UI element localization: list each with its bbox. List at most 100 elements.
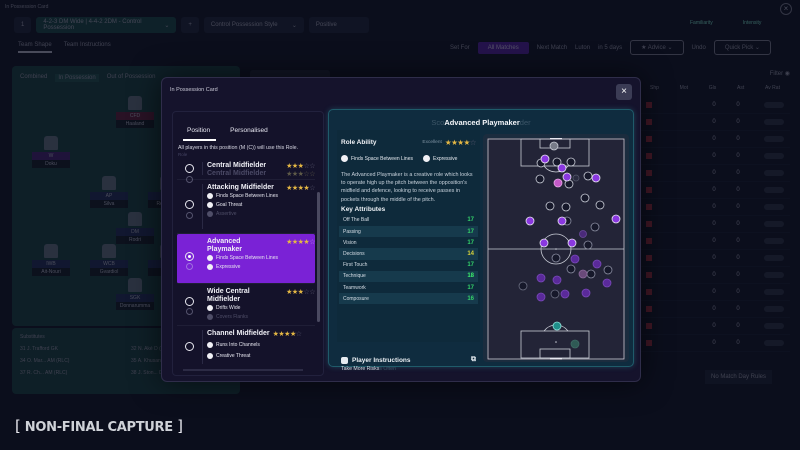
radio-button[interactable]: [185, 200, 194, 209]
star-rating: ★★★★☆: [286, 185, 315, 192]
window-title: In Possession Card: [5, 4, 49, 10]
role-detail-title: ScoAdvanced Playmakerder: [431, 118, 531, 127]
role-option-advanced-playmaker[interactable]: Advanced Playmaker ★★★★☆ Finds Space Betw…: [177, 234, 315, 284]
add-tactic-button[interactable]: +: [181, 17, 199, 33]
match-controls: Set For All Matches Next Match Luton in …: [450, 40, 771, 55]
player-slot[interactable]: AP Silva: [90, 176, 128, 208]
role-option-central-midfielder[interactable]: Central Midfielder ★★★☆☆ Central Midfield…: [177, 158, 315, 183]
tactics-tabs: Team Shape Team Instructions: [18, 42, 111, 53]
player-instructions-value: Take More Riskss Often: [341, 366, 397, 372]
style-select[interactable]: Control Possession Style ⌄: [203, 17, 304, 33]
position-info-text: All players in this position (M (C)) wil…: [178, 145, 299, 151]
attribute-row: Off The Ball 17: [343, 217, 474, 224]
player-slot[interactable]: SGK Donnarumma: [116, 278, 154, 310]
role-option-wide-central-midfielder[interactable]: Wide Central Midfielder ★★★☆☆ Drifts Wide…: [177, 284, 315, 326]
tab-team-instructions[interactable]: Team Instructions: [63, 42, 111, 48]
radio-button-selected[interactable]: [185, 252, 194, 261]
player-slot[interactable]: WCB Gvardiol: [90, 244, 128, 276]
trait-dot-icon: [207, 202, 213, 208]
sub-row[interactable]: 34 O. Mar... AM (RLC): [20, 358, 70, 364]
role-trait: Expressive: [207, 264, 315, 270]
tab-personalised[interactable]: Personalised: [230, 127, 268, 134]
tab-out-of-possession[interactable]: Out of Possession: [106, 74, 156, 80]
tab-combined[interactable]: Combined: [20, 74, 48, 80]
undo-button[interactable]: Undo: [691, 44, 706, 51]
role-option-attacking-midfielder[interactable]: Attacking Midfielder ★★★★☆ Finds Space Be…: [177, 180, 315, 234]
key-attributes-list: Off The Ball 17 Passing 17 Vision 17 Decisi…: [337, 215, 480, 305]
familiarity-bars: Familiarity Intensity: [690, 20, 762, 26]
star-rating: ★★★☆☆: [286, 163, 315, 170]
trait-dot-icon: [207, 264, 213, 270]
sub-row[interactable]: 37 R. Ch... AM (RLC): [20, 370, 68, 376]
player-slot[interactable]: DM Rodri: [116, 212, 154, 244]
role-tabs: Position Personalised: [173, 112, 323, 141]
attribute-row: Teamwork 17: [343, 284, 474, 291]
player-instructions-card[interactable]: Player Instructions ⧉ Take More Riskss O…: [337, 350, 480, 392]
role-trait: Creative Threat: [207, 353, 315, 359]
sub-row[interactable]: 31 J. Trafford GK: [20, 346, 58, 352]
mentality-select[interactable]: Positive: [308, 17, 369, 33]
role-option-channel-midfielder[interactable]: Channel Midfielder ★★★★☆ Runs Into Channe…: [177, 326, 315, 368]
role-list-scrollbar[interactable]: [317, 192, 320, 322]
match-day-rules-button[interactable]: No Match Day Rules: [705, 370, 773, 384]
tab-position[interactable]: Position: [183, 127, 217, 141]
trait-dot-icon: [341, 155, 348, 162]
filter-toggle[interactable]: Filter ◉: [769, 71, 790, 77]
attribute-row: Composure 16: [339, 293, 478, 305]
all-matches-button[interactable]: All Matches: [477, 41, 529, 54]
window-close-icon[interactable]: ×: [780, 3, 792, 15]
radio-button[interactable]: [185, 164, 194, 173]
external-link-icon[interactable]: ⧉: [471, 356, 476, 363]
star-rating: ★★★★☆: [272, 331, 302, 338]
star-rating: ★★★★☆: [286, 239, 315, 246]
trait-dot-icon: [207, 353, 213, 359]
radio-button[interactable]: [185, 297, 194, 306]
rating-pill: [764, 323, 784, 329]
player-slot[interactable]: IWB Ait-Nouri: [32, 244, 70, 276]
chevron-down-icon: ⌄: [291, 22, 297, 29]
rating-pill: [764, 102, 784, 108]
pitch-diagram: [487, 138, 625, 360]
role-list-panel: Position Personalised All players in thi…: [172, 111, 324, 376]
role-trait: Finds Space Between Lines: [207, 193, 315, 199]
close-button[interactable]: ×: [616, 84, 632, 100]
quick-pick-button[interactable]: Quick Pick ⌄: [713, 40, 771, 55]
role-description: The Advanced Playmaker is a creative rol…: [341, 172, 473, 203]
rating-pill: [764, 136, 784, 142]
advice-button[interactable]: ★ Advice ⌄: [630, 40, 684, 55]
attribute-row: Technique 18: [339, 270, 478, 282]
status-icon: [646, 170, 652, 176]
status-icon: [646, 204, 652, 210]
tab-team-shape[interactable]: Team Shape: [18, 42, 52, 53]
rating-pill: [764, 306, 784, 312]
player-slot[interactable]: CFD Haaland: [116, 96, 154, 128]
formation-number[interactable]: 1: [14, 17, 32, 33]
status-icon: [646, 153, 652, 159]
tab-in-possession[interactable]: In Possession: [55, 74, 99, 82]
attribute-row: Decisions 14: [339, 248, 478, 260]
horizontal-scrollbar[interactable]: [183, 369, 303, 371]
player-slot[interactable]: W Doku: [32, 136, 70, 168]
formation-select[interactable]: 4-2-3 DM Wide | 4-4-2 2DM - Control Poss…: [36, 17, 177, 33]
next-match-button[interactable]: Next Match: [536, 44, 568, 51]
pitch-tabs: Combined In Possession Out of Possession: [12, 66, 240, 90]
attribute-row: Passing 17: [339, 226, 478, 238]
radio-button[interactable]: [185, 342, 194, 351]
status-icon: [646, 289, 652, 295]
rating-pill: [764, 255, 784, 261]
